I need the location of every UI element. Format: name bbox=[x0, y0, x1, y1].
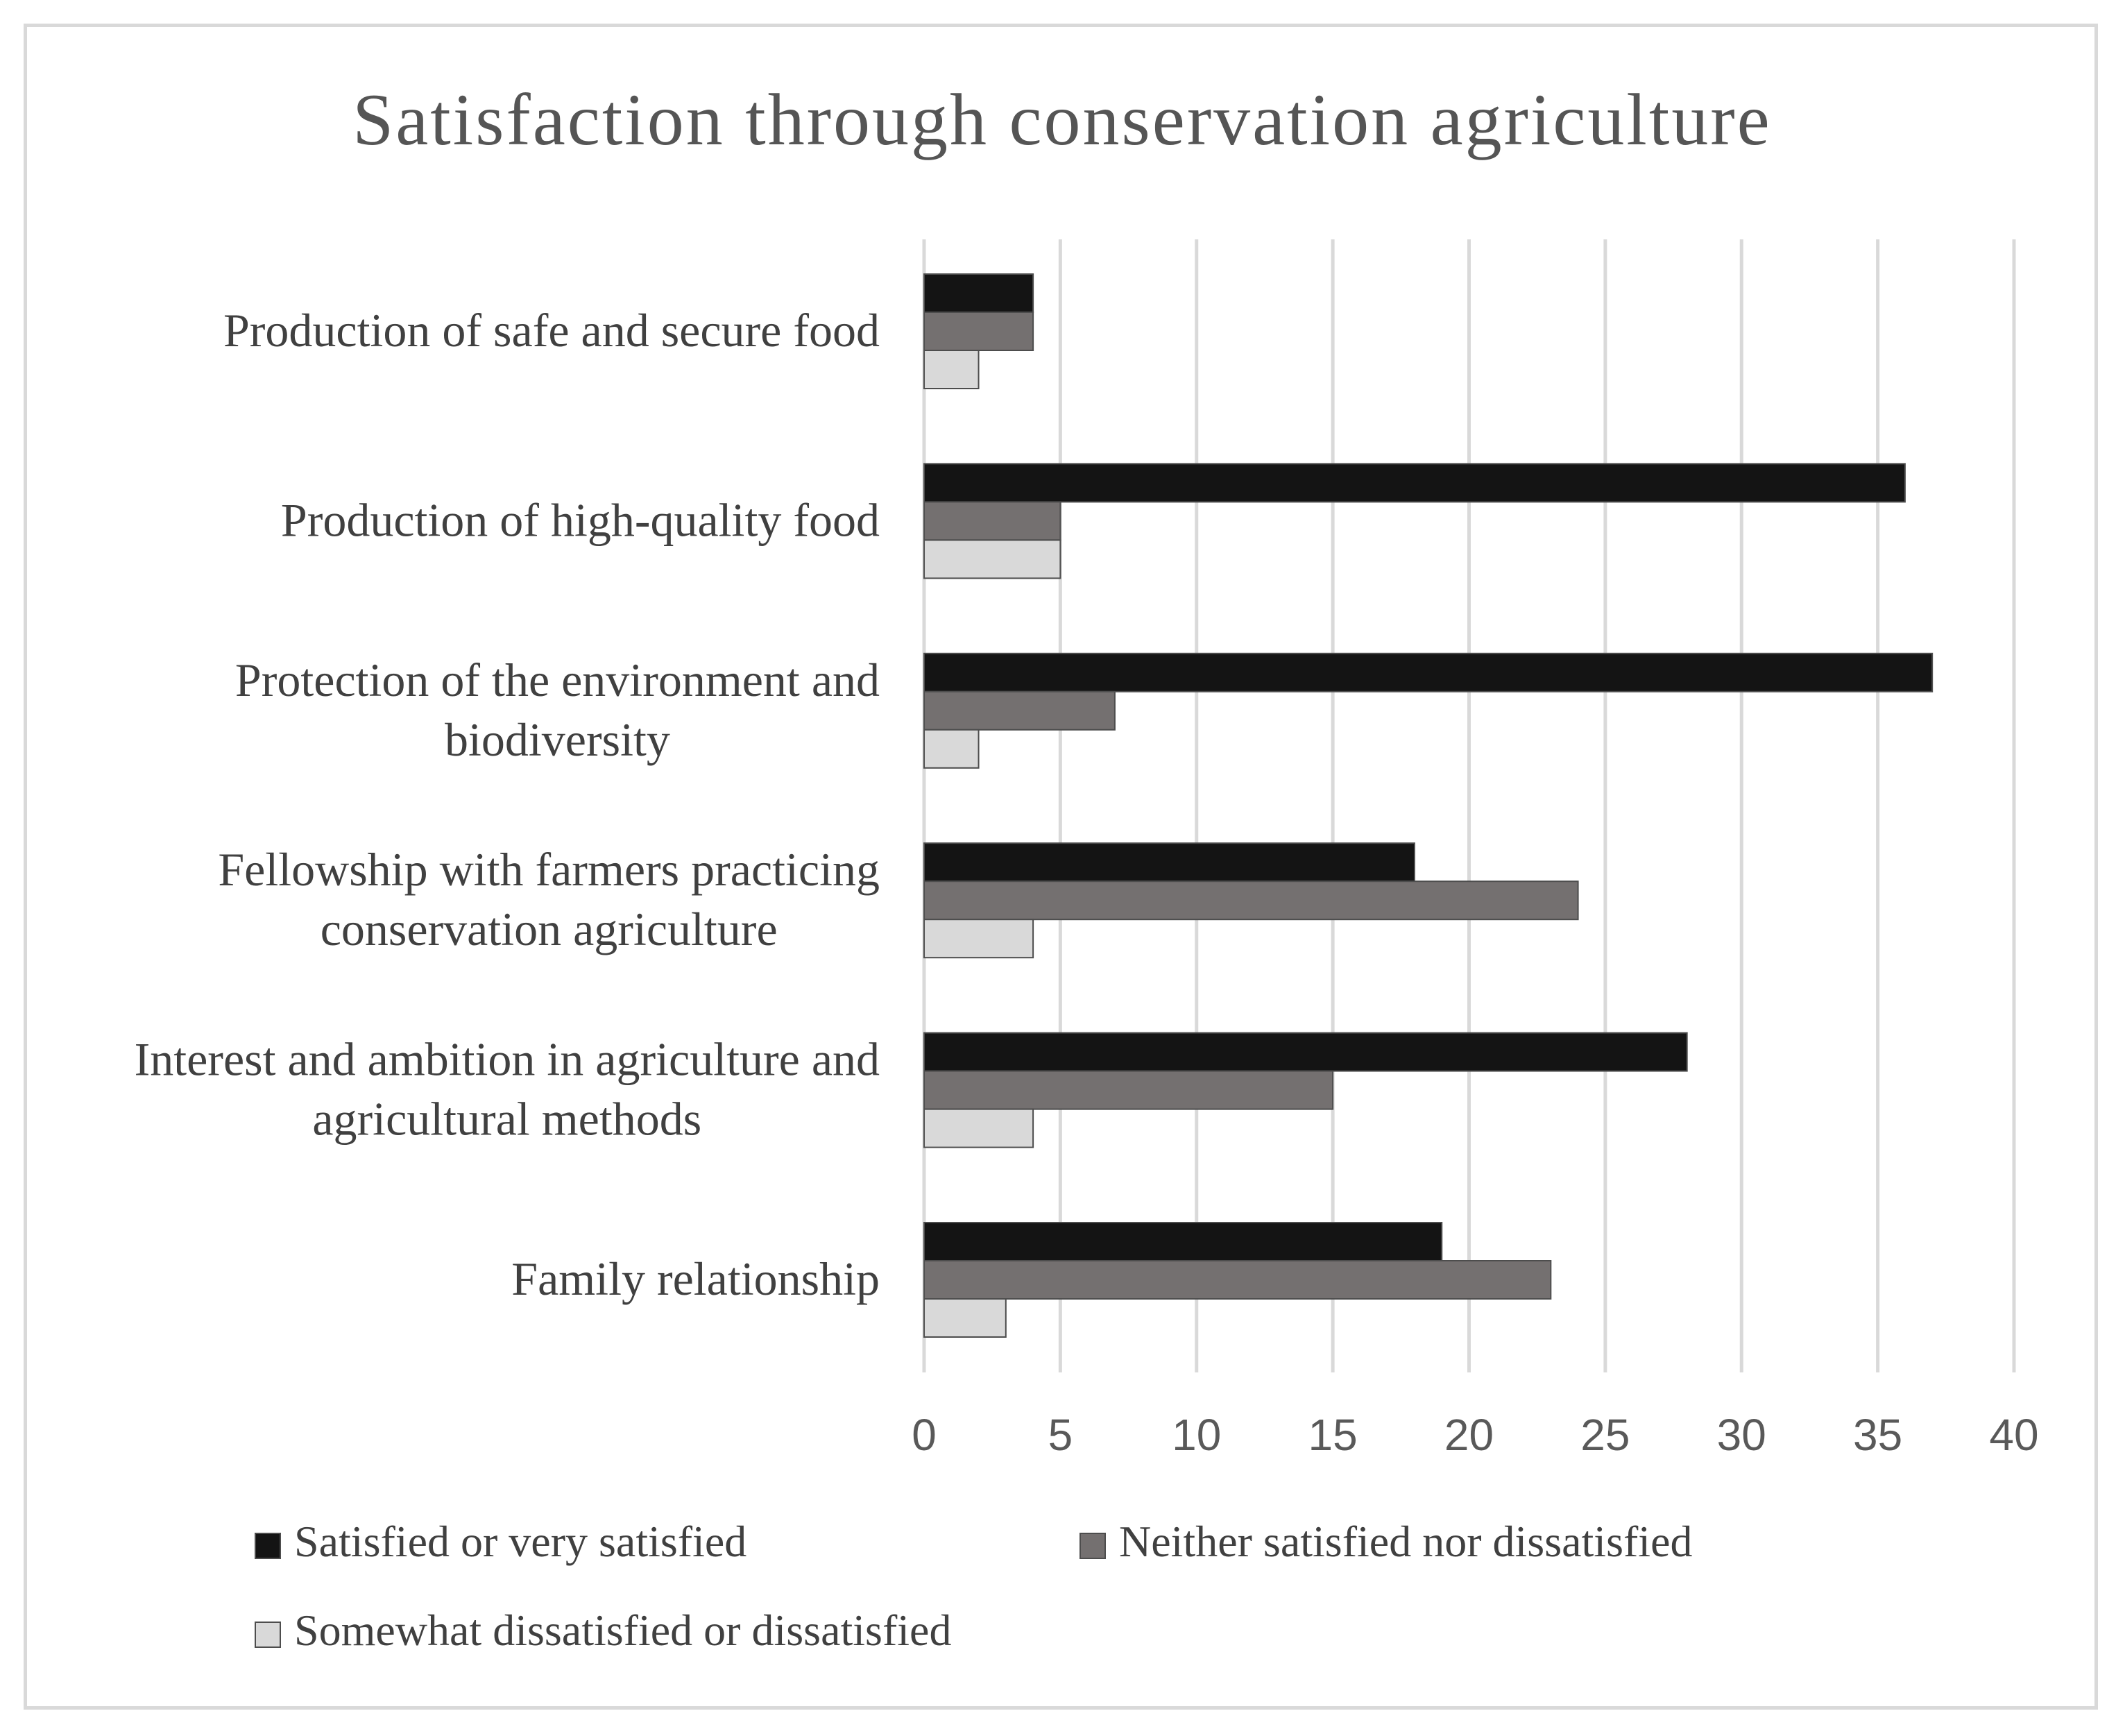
legend-swatch bbox=[255, 1622, 281, 1648]
bar bbox=[923, 1108, 1034, 1148]
category-label-line: agricultural methods bbox=[312, 1093, 701, 1146]
bar bbox=[923, 350, 980, 389]
category-label-line: Production of safe and secure food bbox=[223, 304, 880, 357]
bar bbox=[923, 463, 1906, 503]
legend-label: Satisfied or very satisfied bbox=[294, 1517, 746, 1566]
x-tick-label: 35 bbox=[1853, 1410, 1902, 1460]
x-tick-label: 30 bbox=[1717, 1410, 1766, 1460]
x-tick-label: 5 bbox=[1048, 1410, 1073, 1460]
bar bbox=[923, 1260, 1552, 1300]
bar bbox=[923, 842, 1415, 883]
x-tick-label: 10 bbox=[1172, 1410, 1221, 1460]
bar bbox=[923, 273, 1034, 313]
bar bbox=[923, 539, 1061, 579]
category-label-line: Production of high-quality food bbox=[281, 493, 880, 546]
bar bbox=[923, 1070, 1334, 1110]
bar bbox=[923, 312, 1034, 351]
chart-title: Satisfaction through conservation agricu… bbox=[352, 79, 1771, 160]
bar bbox=[923, 1032, 1688, 1072]
category-label: Interest and ambition in agriculture and… bbox=[135, 1033, 880, 1146]
category-label: Family relationship bbox=[511, 1252, 880, 1305]
category-label: Fellowship with farmers practicing conser… bbox=[218, 843, 880, 955]
category-label: Protection of the environment and biodive… bbox=[235, 654, 880, 766]
legend-label: Somewhat dissatisfied or dissatisfied bbox=[294, 1606, 951, 1655]
legend-swatch bbox=[1079, 1533, 1106, 1559]
bar bbox=[923, 880, 1579, 921]
category-label-line: conservation agriculture bbox=[321, 903, 778, 955]
bar bbox=[923, 690, 1116, 731]
category-label: Production of safe and secure food bbox=[223, 304, 880, 357]
bar bbox=[923, 1222, 1443, 1261]
x-tick-label: 20 bbox=[1444, 1410, 1494, 1460]
category-label-line: Family relationship bbox=[511, 1252, 880, 1305]
x-tick-label: 15 bbox=[1308, 1410, 1358, 1460]
x-tick-label: 25 bbox=[1580, 1410, 1630, 1460]
category-label-line: Protection of the environment and bbox=[235, 654, 880, 706]
category-label-line: Interest and ambition in agriculture and bbox=[135, 1033, 880, 1086]
category-label: Production of high-quality food bbox=[281, 493, 880, 546]
category-label-line: biodiversity bbox=[445, 713, 670, 766]
bar bbox=[923, 501, 1061, 541]
x-tick-label: 0 bbox=[912, 1410, 937, 1460]
bar bbox=[923, 652, 1934, 692]
bar bbox=[923, 1298, 1007, 1338]
bar bbox=[923, 919, 1034, 959]
category-label-line: Fellowship with farmers practicing bbox=[218, 843, 880, 896]
legend-label: Neither satisfied nor dissatisfied bbox=[1119, 1517, 1692, 1566]
x-tick-label: 40 bbox=[1989, 1410, 2038, 1460]
legend-swatch bbox=[255, 1533, 281, 1559]
bar bbox=[923, 729, 980, 769]
